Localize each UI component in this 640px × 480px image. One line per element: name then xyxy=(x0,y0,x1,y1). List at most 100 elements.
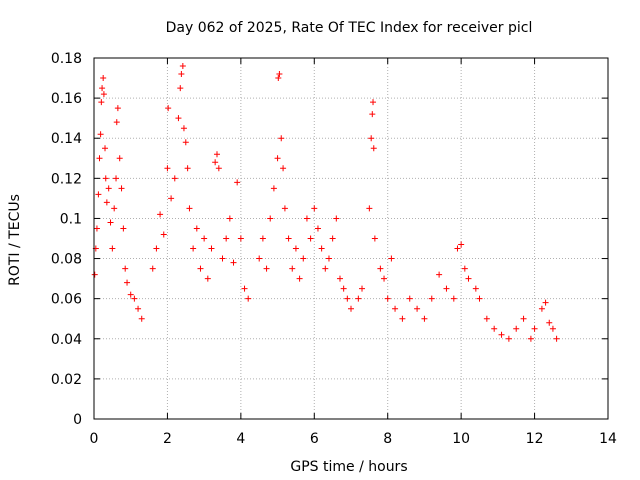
data-point xyxy=(370,145,377,152)
x-tick-label: 14 xyxy=(599,431,617,447)
data-point xyxy=(443,285,450,292)
data-point xyxy=(280,165,287,172)
data-point xyxy=(179,63,186,70)
data-point xyxy=(270,185,277,192)
data-point xyxy=(122,265,129,272)
data-point xyxy=(381,275,388,282)
data-point xyxy=(377,265,384,272)
data-point xyxy=(371,235,378,242)
plot-frame xyxy=(93,57,609,420)
data-point xyxy=(180,125,187,132)
data-point xyxy=(314,225,321,232)
data-point xyxy=(245,295,252,302)
y-tick-label: 0.14 xyxy=(51,131,82,147)
data-point xyxy=(113,119,120,126)
data-point xyxy=(476,295,483,302)
data-point xyxy=(96,155,103,162)
data-point xyxy=(300,255,307,262)
data-point xyxy=(333,215,340,222)
data-point xyxy=(102,145,109,152)
y-tick-label: 0.08 xyxy=(51,252,82,268)
data-point xyxy=(91,271,98,278)
data-point xyxy=(458,241,465,248)
data-point xyxy=(109,245,116,252)
data-point xyxy=(289,265,296,272)
data-point xyxy=(259,235,266,242)
data-point xyxy=(520,315,527,322)
data-point xyxy=(204,275,211,282)
data-point xyxy=(234,179,241,186)
data-point xyxy=(201,235,208,242)
data-point xyxy=(226,215,233,222)
data-point xyxy=(553,335,560,342)
x-tick-label: 10 xyxy=(452,431,470,447)
data-point xyxy=(311,205,318,212)
data-point xyxy=(215,165,222,172)
data-point xyxy=(421,315,428,322)
data-point xyxy=(99,85,106,92)
data-point xyxy=(120,225,127,232)
data-point xyxy=(241,285,248,292)
data-point xyxy=(256,255,263,262)
data-point xyxy=(388,255,395,262)
data-point xyxy=(399,315,406,322)
data-point xyxy=(184,165,191,172)
data-point xyxy=(546,319,553,326)
data-point xyxy=(278,135,285,142)
data-point xyxy=(93,225,100,232)
x-tick-label: 8 xyxy=(383,431,392,447)
data-point xyxy=(531,325,538,332)
data-point xyxy=(165,105,172,112)
data-point xyxy=(303,215,310,222)
y-tick-label: 0.04 xyxy=(51,332,82,348)
x-tick-label: 6 xyxy=(310,431,319,447)
data-point xyxy=(406,295,413,302)
data-point xyxy=(114,105,121,112)
data-point xyxy=(171,175,178,182)
data-point xyxy=(124,279,131,286)
data-point xyxy=(465,275,472,282)
data-point xyxy=(472,285,479,292)
data-point xyxy=(95,191,102,198)
data-point xyxy=(498,331,505,338)
data-point xyxy=(296,275,303,282)
data-point xyxy=(336,275,343,282)
axis-ticks: 0 2 4 6 8 10 12 14 0 0.02 0.04 0.06 0.08 0.1 0.12 0.14 0… xyxy=(51,51,617,447)
data-point xyxy=(325,255,332,262)
data-point xyxy=(461,265,468,272)
data-point xyxy=(450,295,457,302)
y-axis-label: ROTI / TECUs xyxy=(7,194,23,286)
data-point xyxy=(98,99,105,106)
data-point xyxy=(103,199,110,206)
data-point xyxy=(355,295,362,302)
data-point xyxy=(186,205,193,212)
data-point xyxy=(366,205,373,212)
data-point xyxy=(285,235,292,242)
data-point xyxy=(116,155,123,162)
data-point xyxy=(384,295,391,302)
y-tick-label: 0.16 xyxy=(51,91,82,107)
data-point xyxy=(513,325,520,332)
data-point xyxy=(369,111,376,118)
data-point xyxy=(329,235,336,242)
grid-lines xyxy=(94,58,608,419)
data-point xyxy=(267,215,274,222)
data-point xyxy=(193,225,200,232)
data-point xyxy=(505,335,512,342)
data-point xyxy=(549,325,556,332)
data-point xyxy=(263,265,270,272)
data-points xyxy=(91,63,560,342)
data-point xyxy=(219,255,226,262)
data-point xyxy=(491,325,498,332)
data-point xyxy=(131,295,138,302)
data-point xyxy=(230,259,237,266)
data-point xyxy=(276,71,283,78)
data-point xyxy=(213,151,220,158)
data-point xyxy=(113,175,120,182)
data-point xyxy=(348,305,354,312)
y-tick-label: 0.1 xyxy=(60,211,82,227)
data-point xyxy=(483,315,490,322)
data-point xyxy=(111,205,118,212)
data-point xyxy=(175,115,182,122)
